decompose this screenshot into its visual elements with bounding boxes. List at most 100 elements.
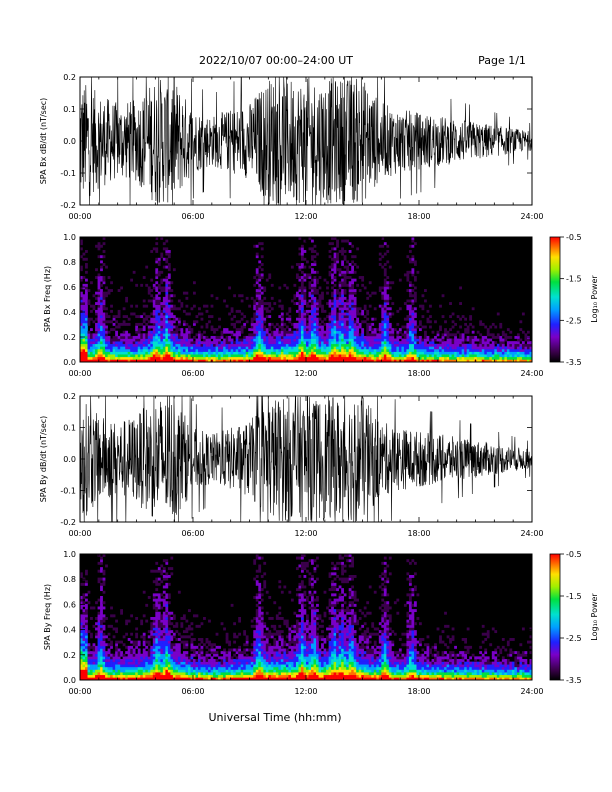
spectrogram-cell xyxy=(343,276,347,279)
spectrogram-cell xyxy=(208,666,211,670)
spectrogram-cell xyxy=(444,346,447,350)
spectrogram-cell xyxy=(283,346,287,350)
spectrogram-cell xyxy=(489,359,493,363)
spectrogram-cell xyxy=(265,328,269,332)
spectrogram-cell xyxy=(100,335,103,339)
spectrogram-cell xyxy=(396,333,400,337)
spectrogram-cell xyxy=(411,315,415,319)
spectrogram-cell xyxy=(341,302,344,305)
spectrogram-cell xyxy=(270,359,274,363)
spectrogram-cell xyxy=(102,617,106,620)
spectrogram-cell xyxy=(398,328,402,332)
spectrogram-cell xyxy=(333,252,337,256)
spectrogram-cell xyxy=(125,669,129,673)
spectrogram-cell xyxy=(311,250,314,253)
spectrogram-cell xyxy=(172,643,176,647)
spectrogram-cell xyxy=(351,294,355,298)
spectrogram-cell xyxy=(328,346,332,350)
spectrogram-cell xyxy=(373,359,377,363)
spectrogram-cell xyxy=(233,653,236,657)
spectrogram-cell xyxy=(137,653,141,657)
spectrogram-cell xyxy=(235,333,239,337)
spectrogram-cell xyxy=(177,338,181,342)
spectrogram-cell xyxy=(205,651,209,655)
spectrogram-cell xyxy=(288,320,292,324)
spectrogram-cell xyxy=(253,333,257,337)
spectrogram-cell xyxy=(496,343,500,347)
spectrogram-cell xyxy=(406,333,410,337)
spectrogram-cell xyxy=(446,343,450,347)
spectrogram-cell xyxy=(464,338,468,342)
spectrogram-cell xyxy=(112,335,116,339)
spectrogram-cell xyxy=(105,672,108,676)
spectrogram-cell xyxy=(346,335,349,339)
spectrogram-cell xyxy=(258,333,262,337)
spectrogram-cell xyxy=(140,343,144,347)
spectrogram-cell xyxy=(200,325,204,329)
spectrogram-cell xyxy=(521,330,525,334)
spectrogram-cell xyxy=(408,289,412,292)
spectrogram-cell xyxy=(157,351,161,355)
spectrogram-cell xyxy=(258,304,262,308)
spectrogram-cell xyxy=(449,338,452,342)
spectrogram-cell xyxy=(205,645,209,649)
by-spectrogram-cells xyxy=(80,554,533,681)
spectrogram-cell xyxy=(185,335,189,339)
spectrogram-cell xyxy=(165,312,169,316)
spectrogram-cell xyxy=(152,659,156,662)
spectrogram-cell xyxy=(484,354,488,358)
spectrogram-cell xyxy=(177,328,181,332)
spectrogram-cell xyxy=(278,341,282,345)
spectrogram-cell xyxy=(137,661,141,665)
spectrogram-cell xyxy=(474,335,478,339)
spectrogram-cell xyxy=(160,346,164,350)
spectrogram-cell xyxy=(210,335,214,339)
spectrogram-cell xyxy=(258,276,262,279)
spectrogram-cell xyxy=(321,335,324,339)
spectrogram-cell xyxy=(268,333,272,337)
spectrogram-cell xyxy=(157,286,161,290)
spectrogram-cell xyxy=(411,307,415,311)
spectrogram-cell xyxy=(348,356,352,360)
spectrogram-cell xyxy=(368,335,372,339)
spectrogram-cell xyxy=(157,661,161,665)
spectrogram-cell xyxy=(165,348,169,352)
spectrogram-cell xyxy=(107,648,111,652)
spectrogram-cell xyxy=(338,317,342,321)
spectrogram-cell xyxy=(383,356,387,360)
spectrogram-cell xyxy=(268,341,272,345)
spectrogram-cell xyxy=(411,346,415,350)
spectrogram-cell xyxy=(223,354,226,358)
spectrogram-cell xyxy=(115,627,118,631)
spectrogram-cell xyxy=(162,356,166,360)
spectrogram-cell xyxy=(162,635,166,639)
spectrogram-cell xyxy=(117,672,121,676)
spectrogram-cell xyxy=(208,359,211,363)
spectrogram-cell xyxy=(92,674,96,678)
spectrogram-cell xyxy=(348,286,352,290)
spectrogram-cell xyxy=(285,346,289,350)
spectrogram-cell xyxy=(182,666,186,670)
spectrogram-cell xyxy=(318,341,322,345)
spectrogram-cell xyxy=(491,343,495,347)
spectrogram-cell xyxy=(233,632,236,636)
spectrogram-cell xyxy=(260,255,264,259)
spectrogram-cell xyxy=(167,611,171,615)
spectrogram-cell xyxy=(190,622,194,626)
spectrogram-cell xyxy=(165,643,169,647)
spectrogram-cell xyxy=(316,346,319,350)
spectrogram-cell xyxy=(110,320,113,324)
spectrogram-cell xyxy=(326,328,329,332)
spectrogram-cell xyxy=(393,338,397,342)
spectrogram-cell xyxy=(524,356,528,360)
spectrogram-cell xyxy=(190,346,194,350)
spectrogram-cell xyxy=(150,348,154,352)
spectrogram-cell xyxy=(268,276,272,279)
spectrogram-cell xyxy=(135,341,139,345)
spectrogram-cell xyxy=(230,356,234,360)
spectrogram-cell xyxy=(258,335,262,339)
spectrogram-cell xyxy=(208,643,211,647)
spectrogram-cell xyxy=(90,666,93,670)
spectrogram-cell xyxy=(459,346,462,350)
spectrogram-cell xyxy=(333,237,337,240)
